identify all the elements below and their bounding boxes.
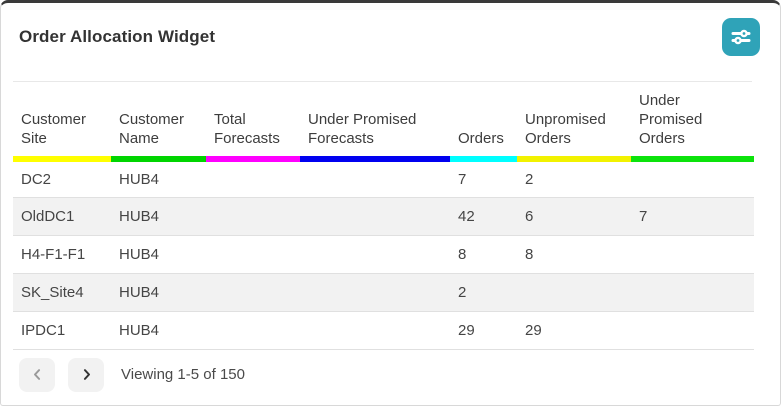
table-row: H4-F1-F1 HUB4 8 8 [13, 235, 754, 274]
cell-customer_site: H4-F1-F1 [13, 235, 111, 274]
column-header-customer_site: Customer Site [13, 82, 111, 162]
cell-customer_site: OldDC1 [13, 197, 111, 236]
cell-unpromised_orders: 29 [517, 311, 631, 350]
order-allocation-table: Customer Site Customer Name Total Forecast… [13, 82, 754, 350]
cell-under_promised_forecasts [300, 235, 450, 274]
cell-under_promised_orders: 7 [631, 197, 754, 236]
cell-total_forecasts [206, 197, 300, 236]
cell-customer_name: HUB4 [111, 273, 206, 312]
cell-unpromised_orders: 2 [517, 159, 631, 198]
cell-orders: 42 [450, 197, 517, 236]
chevron-right-icon [79, 367, 94, 382]
cell-customer_name: HUB4 [111, 197, 206, 236]
column-header-total_forecasts: Total Forecasts [206, 82, 300, 162]
table-row: DC2 HUB4 7 2 [13, 159, 754, 198]
cell-customer_site: SK_Site4 [13, 273, 111, 312]
widget-header: Order Allocation Widget [1, 3, 780, 81]
cell-orders: 7 [450, 159, 517, 198]
cell-under_promised_forecasts [300, 311, 450, 350]
column-header-label: Customer Name [119, 111, 185, 147]
cell-orders: 29 [450, 311, 517, 350]
table-row: OldDC1 HUB4 42 6 7 [13, 197, 754, 236]
cell-under_promised_forecasts [300, 197, 450, 236]
cell-unpromised_orders: 6 [517, 197, 631, 236]
pagination-status: Viewing 1-5 of 150 [121, 366, 245, 383]
cell-customer_site: IPDC1 [13, 311, 111, 350]
pagination-next-button[interactable] [68, 357, 104, 392]
column-header-customer_name: Customer Name [111, 82, 206, 162]
column-header-label: Customer Site [21, 111, 87, 147]
cell-under_promised_forecasts [300, 159, 450, 198]
cell-under_promised_orders [631, 159, 754, 198]
sliders-icon [729, 25, 753, 49]
column-header-label: Orders [458, 130, 504, 147]
column-header-under_promised_forecasts: Under Promised Forecasts [300, 82, 450, 162]
column-header-orders: Orders [450, 82, 517, 162]
cell-total_forecasts [206, 273, 300, 312]
column-header-label: Total Forecasts [214, 111, 280, 147]
table-container: Customer Site Customer Name Total Forecast… [13, 81, 754, 350]
column-header-label: Under Promised Forecasts [308, 111, 417, 147]
cell-customer_site: DC2 [13, 159, 111, 198]
widget-settings-button[interactable] [722, 18, 760, 56]
column-header-under_promised_orders: Under Promised Orders [631, 82, 754, 162]
table-row: SK_Site4 HUB4 2 [13, 273, 754, 312]
column-header-label: Under Promised Orders [639, 92, 703, 147]
cell-total_forecasts [206, 235, 300, 274]
chevron-left-icon [30, 367, 45, 382]
cell-under_promised_orders [631, 273, 754, 312]
table-body: DC2 HUB4 7 2 OldDC1 HUB4 42 6 7 H4-F1-F1 HUB4 8 8 SK_… [13, 159, 754, 350]
cell-under_promised_orders [631, 311, 754, 350]
cell-total_forecasts [206, 311, 300, 350]
pagination-prev-button[interactable] [19, 357, 55, 392]
cell-customer_name: HUB4 [111, 235, 206, 274]
table-header-row: Customer Site Customer Name Total Forecast… [13, 82, 754, 162]
cell-customer_name: HUB4 [111, 159, 206, 198]
cell-orders: 2 [450, 273, 517, 312]
cell-under_promised_orders [631, 235, 754, 274]
pagination: Viewing 1-5 of 150 [1, 350, 780, 406]
cell-unpromised_orders [517, 273, 631, 312]
widget-title: Order Allocation Widget [19, 27, 216, 46]
column-header-unpromised_orders: Unpromised Orders [517, 82, 631, 162]
cell-orders: 8 [450, 235, 517, 274]
column-header-label: Unpromised Orders [525, 111, 606, 147]
cell-customer_name: HUB4 [111, 311, 206, 350]
cell-total_forecasts [206, 159, 300, 198]
table-row: IPDC1 HUB4 29 29 [13, 311, 754, 350]
cell-under_promised_forecasts [300, 273, 450, 312]
cell-unpromised_orders: 8 [517, 235, 631, 274]
